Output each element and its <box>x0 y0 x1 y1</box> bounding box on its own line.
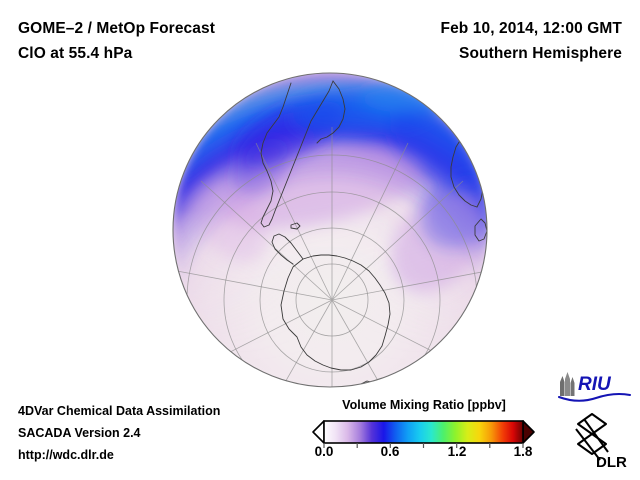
coastline-south-island-a <box>228 370 244 379</box>
region-label: Southern Hemisphere <box>459 45 622 62</box>
dlr-logo: DLR <box>575 413 627 470</box>
coastline-antarctic-peninsula <box>271 233 304 265</box>
method-label: 4DVar Chemical Data Assimilation <box>18 404 221 418</box>
riu-swoosh-icon <box>558 393 631 402</box>
footer-left: 4DVar Chemical Data Assimilation SACADA … <box>18 400 220 466</box>
species-level-title: ClO at 55.4 hPa <box>18 45 133 62</box>
header-left: GOME–2 / MetOp Forecast ClO at 55.4 hPa <box>18 16 215 66</box>
colorbar-under-arrow <box>312 420 325 444</box>
graticule-meridians <box>176 127 487 387</box>
version-label: SACADA Version 2.4 <box>18 426 141 440</box>
coastline-south-island-b <box>248 376 262 384</box>
coastline-falklands <box>290 222 301 230</box>
colorbar-gradient <box>324 421 523 443</box>
coastline-south-america <box>260 80 334 228</box>
dlr-mark-icon <box>575 413 609 461</box>
colorbar-title: Volume Mixing Ratio [ppbv] <box>342 398 506 412</box>
colorbar-over-arrow <box>522 420 535 444</box>
colorbar-ticks <box>323 443 524 448</box>
globe-disc <box>173 73 487 387</box>
colorbar-tick-label-0: 0.0 <box>314 444 334 459</box>
coastline-madagascar <box>474 218 487 242</box>
coastline-south-america-east <box>316 80 346 144</box>
colorbar-swatch <box>312 420 535 448</box>
colorbar-tick-label-1: 0.6 <box>380 444 400 459</box>
colorbar: Volume Mixing Ratio [ppbv] <box>306 398 542 474</box>
globe-map <box>171 71 489 389</box>
colorbar-tick-label-2: 1.2 <box>447 444 467 459</box>
wdc-url-link[interactable]: http://wdc.dlr.de <box>18 448 114 462</box>
orthographic-projection <box>172 72 488 388</box>
riu-spires-icon <box>560 372 575 396</box>
datetime-label: Feb 10, 2014, 12:00 GMT <box>440 20 622 37</box>
coastline-antarctica <box>280 254 391 371</box>
colorbar-tick-label-3: 1.8 <box>513 444 533 459</box>
riu-logo: RIU <box>558 372 631 402</box>
dlr-wordmark: DLR <box>596 454 627 470</box>
instrument-title: GOME–2 / MetOp Forecast <box>18 20 215 37</box>
header-right: Feb 10, 2014, 12:00 GMT Southern Hemisph… <box>441 16 623 66</box>
globe-outline <box>172 72 488 388</box>
riu-wordmark: RIU <box>578 374 612 395</box>
